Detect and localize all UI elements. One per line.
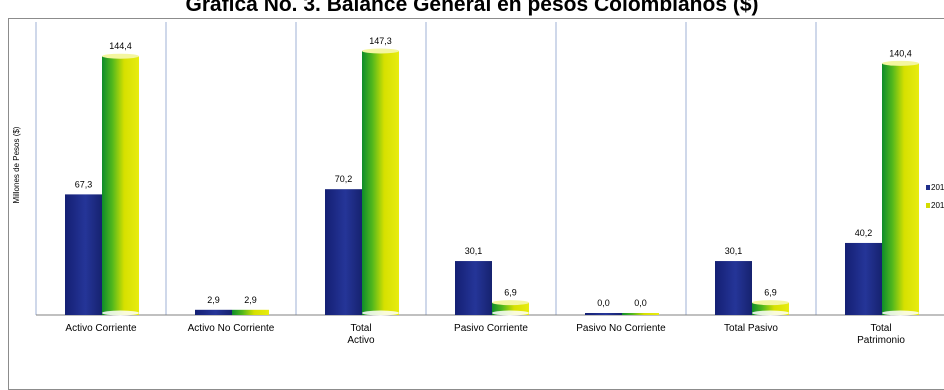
bar-2012-2 [325,189,362,315]
tick-label: Patrimonio [857,335,905,346]
tick-label: Activo Corriente [65,323,137,334]
data-labels: 67,3 144,4 2,9 2,9 70,2 147,3 30,1 6,9 0,0 0,0 30,… [75,36,912,308]
bar-2012-3 [455,261,492,315]
data-label: 2,9 [207,295,220,305]
bar-2012-6 [845,242,882,315]
data-label: 144,4 [109,41,132,51]
tick-label: Activo No Corriente [188,323,275,334]
data-label: 147,3 [369,36,392,46]
data-label: 40,2 [855,228,873,238]
bar-cap [102,53,139,59]
bar-2012-1 [195,309,232,315]
tick-label: Pasivo Corriente [454,323,528,334]
data-label: 0,0 [597,298,610,308]
tick-labels: Activo Corriente Activo No Corriente Total… [65,323,905,346]
bar-cap [882,60,919,66]
bar-2012-5 [715,261,752,315]
bar-base-highlight [882,310,919,316]
tick-label: Activo [347,335,375,346]
bar-2012-0 [65,194,102,315]
bar-2013-1 [232,309,269,315]
bar-cap [752,300,789,306]
data-label: 30,1 [725,246,743,256]
bar-2012-4 [585,313,622,315]
bar-base-highlight [362,310,399,316]
chart-title: Gráfica No. 3. Balance General en pesos … [185,0,759,16]
y-axis-title: Millones de Pesos ($) [12,126,21,203]
bar-cap [362,48,399,54]
bar-base-highlight [752,310,789,316]
data-label: 0,0 [634,298,647,308]
data-label: 6,9 [764,288,777,298]
bar-cap [492,300,529,306]
category-dividers [35,22,817,315]
tick-label: Pasivo No Corriente [576,323,666,334]
data-label: 2,9 [244,295,257,305]
data-label: 6,9 [504,288,517,298]
bar-2013-0 [102,56,139,315]
tick-label: Total [870,323,891,334]
data-label: 30,1 [465,246,483,256]
data-label: 140,4 [889,48,912,58]
bar-2013-6 [882,63,919,315]
data-label: 70,2 [335,174,353,184]
legend-swatch [926,203,930,208]
data-label: 67,3 [75,179,93,189]
tick-label: Total Pasivo [724,323,778,334]
bar-base-highlight [102,310,139,316]
bar-base-highlight [492,310,529,316]
legend-swatch [926,185,930,190]
bar-2013-4 [622,313,659,315]
legend-label: 2013 [931,201,944,210]
bar-2013-2 [362,51,399,315]
tick-label: Total [350,323,371,334]
bars [65,48,919,316]
